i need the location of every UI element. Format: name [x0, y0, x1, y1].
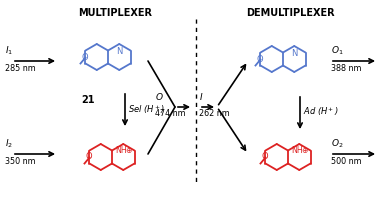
Text: $I_1$: $I_1$: [5, 44, 13, 57]
Text: 350 nm: 350 nm: [5, 156, 36, 165]
Text: $O$: $O$: [155, 91, 164, 101]
Text: 500 nm: 500 nm: [331, 156, 362, 165]
Text: MULTIPLEXER: MULTIPLEXER: [78, 8, 152, 18]
Text: N: N: [116, 46, 122, 55]
Text: 21: 21: [81, 95, 95, 104]
Text: O: O: [81, 52, 88, 61]
Text: 285 nm: 285 nm: [5, 64, 36, 73]
Text: $O_2$: $O_2$: [331, 137, 343, 149]
Text: DEMULTIPLEXER: DEMULTIPLEXER: [246, 8, 334, 18]
Text: NH: NH: [291, 146, 303, 155]
Text: $I_2$: $I_2$: [5, 137, 13, 149]
Text: O: O: [85, 152, 92, 161]
Text: O: O: [261, 152, 268, 161]
Text: NH: NH: [115, 146, 127, 155]
Text: ⊕: ⊕: [301, 146, 307, 155]
Text: $I$: $I$: [199, 91, 203, 101]
Text: N: N: [291, 48, 298, 57]
Text: ⊕: ⊕: [125, 146, 131, 155]
Text: $O_1$: $O_1$: [331, 44, 343, 57]
Text: 474 nm: 474 nm: [155, 108, 186, 117]
Text: $Sel$ (H$^+$): $Sel$ (H$^+$): [128, 103, 165, 116]
Text: 388 nm: 388 nm: [331, 64, 361, 73]
Text: O: O: [256, 54, 263, 63]
Text: $Ad$ (H$^+$): $Ad$ (H$^+$): [303, 105, 339, 118]
Text: 262 nm: 262 nm: [199, 108, 230, 117]
